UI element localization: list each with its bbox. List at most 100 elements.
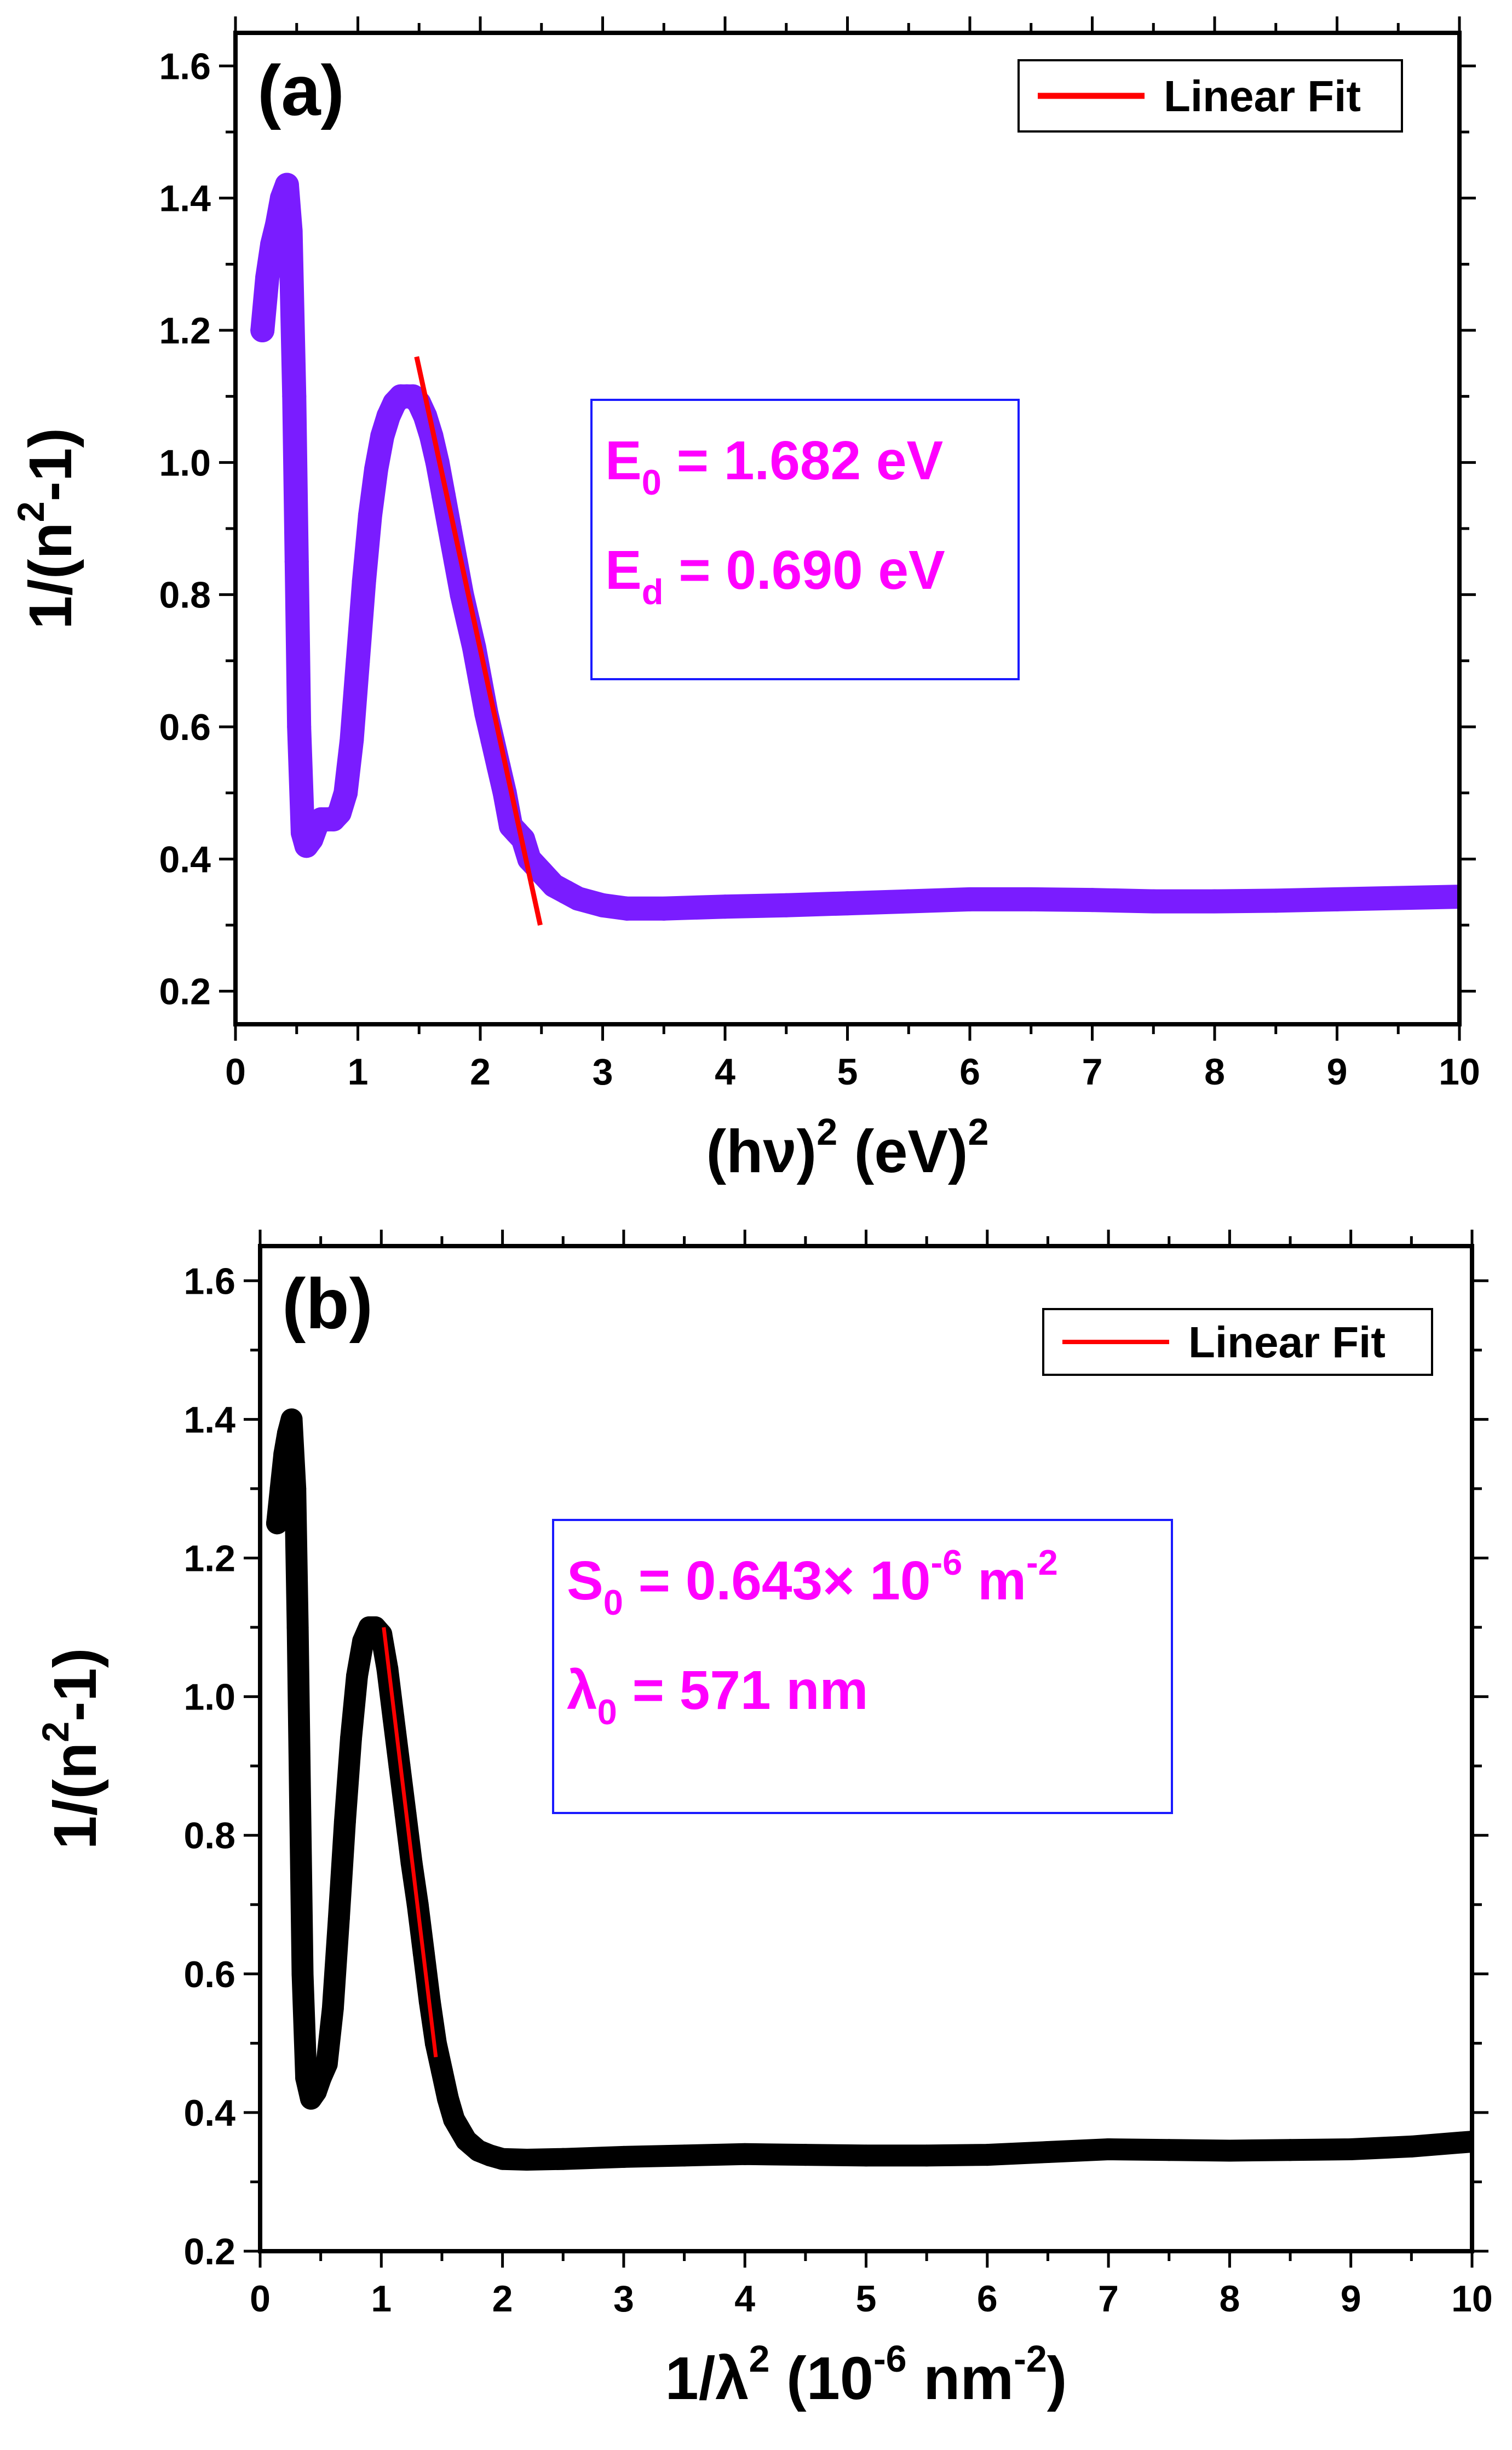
panel-a: 0 1 2 3 4 5 6 7 8 9 10 0.2 0.4 0.6 0.8 1.0 1.2 1.4 1.6 (a) L… [10,16,1480,1185]
data-point [566,886,590,911]
data-point [1339,2138,1362,2160]
y-tick-label: 0.6 [159,707,211,748]
x-tick-label: 3 [593,1051,613,1093]
x-tick-label: 8 [1219,2278,1240,2320]
x-tick-label: 5 [856,2278,877,2320]
x-tick-label: 4 [715,1051,735,1093]
legend-label: Linear Fit [1164,72,1361,121]
data-point [364,457,389,481]
annotation-line: S0 = 0.643× 10-6 m-2 [567,1542,1058,1622]
y-tick-label: 0.2 [183,2231,235,2273]
data-point [315,2053,338,2075]
data-point [278,219,303,243]
data-point [1019,887,1043,911]
data-point [1325,887,1349,911]
y-tick-label: 1.2 [183,1537,235,1579]
y-tick-label: 1.0 [183,1677,235,1718]
data-point [1141,889,1166,914]
panel-b: 0 1 2 3 4 5 6 7 8 9 10 0.2 0.4 0.6 0.8 1.0 1.2 1.4 1.6 (b) L… [35,1230,1493,2412]
x-tick-label: 6 [977,2278,998,2320]
data-point [274,173,299,197]
plot-frame [233,31,1462,1026]
legend: Linear Fit [1042,1308,1433,1376]
data-point [370,1623,393,1645]
x-tick-label: 2 [492,2278,513,2320]
x-tick-label: 2 [470,1051,491,1093]
x-tick-label: 5 [837,1051,858,1093]
data-point [370,424,395,449]
data-point [1447,885,1459,909]
plot-frame [258,1244,1474,2253]
linear-fit-line [414,356,543,926]
x-tick-label: 10 [1451,2278,1493,2320]
data-point [291,1963,314,1985]
data-point [250,318,275,342]
annotation-frame [590,399,1020,680]
y-axis-title: 1/(n2-1) [35,1648,109,1850]
y-tick-label: 0.8 [159,575,211,616]
y-tick-label: 1.6 [159,45,211,87]
data-point [958,887,982,911]
data-point [1203,889,1227,914]
linear-fit-line [382,1627,438,2058]
data-point [287,715,312,739]
data-point [855,2144,877,2167]
data-point [255,265,280,290]
annotation-box: S0 = 0.643× 10-6 m-2 λ0 = 571 nm [552,1519,1173,1814]
data-point [615,896,640,921]
x-tick-label: 1 [371,2278,392,2320]
x-tick-label: 7 [1082,1051,1103,1093]
data-point [346,649,370,673]
annotation-frame [552,1519,1173,1814]
data-point [673,2144,695,2167]
data-point [1461,2131,1472,2153]
x-tick-label: 0 [225,1051,246,1093]
legend: Linear Fit [1017,59,1403,133]
data-point [916,2144,938,2167]
y-tick-label: 0.4 [183,2092,235,2134]
x-axis-title: (hν)2 (eV)2 [706,1111,989,1185]
y-tick-label: 1.4 [183,1399,235,1441]
data-point [1386,886,1411,910]
data-point [552,2148,574,2170]
data-point [1158,2139,1180,2161]
data-point [340,1727,362,1749]
tick-marks [244,1230,1488,2268]
data-point [652,896,676,921]
data-point [1080,888,1105,913]
tick-marks [219,16,1476,1041]
data-point [491,2148,514,2170]
y-tick-label: 1.0 [159,442,211,484]
data-point [282,384,307,409]
data-point [273,1443,296,1465]
x-tick-label: 7 [1098,2278,1119,2320]
data-point [280,1408,303,1431]
data-point [289,1789,312,1812]
data-point [713,894,737,919]
x-tick-label: 3 [613,2278,634,2320]
data-point [286,1616,309,1639]
annotation-box: E0 = 1.682 eV Ed = 0.690 eV [590,399,1020,680]
data-point [358,503,382,527]
data-point [515,2148,538,2171]
x-tick-label: 9 [1341,2278,1361,2320]
x-tick-label: 1 [348,1051,369,1093]
data-point [896,889,921,914]
y-tick-label: 0.6 [183,1954,235,1995]
y-tick-label: 0.4 [159,839,211,880]
data-point [321,1998,344,2020]
data-point [1400,2135,1423,2158]
data-point [260,232,285,257]
data-series [266,1408,1472,2171]
x-tick-label: 8 [1204,1051,1225,1093]
y-tick-label: 0.2 [159,971,211,1013]
panel-label: (a) [257,50,344,130]
data-point [334,1810,356,1833]
data-point [352,569,376,594]
data-point [1263,888,1288,913]
data-point [437,2087,459,2110]
y-tick-label: 1.2 [159,310,211,352]
data-point [443,2108,465,2131]
data-point [1218,2139,1241,2162]
